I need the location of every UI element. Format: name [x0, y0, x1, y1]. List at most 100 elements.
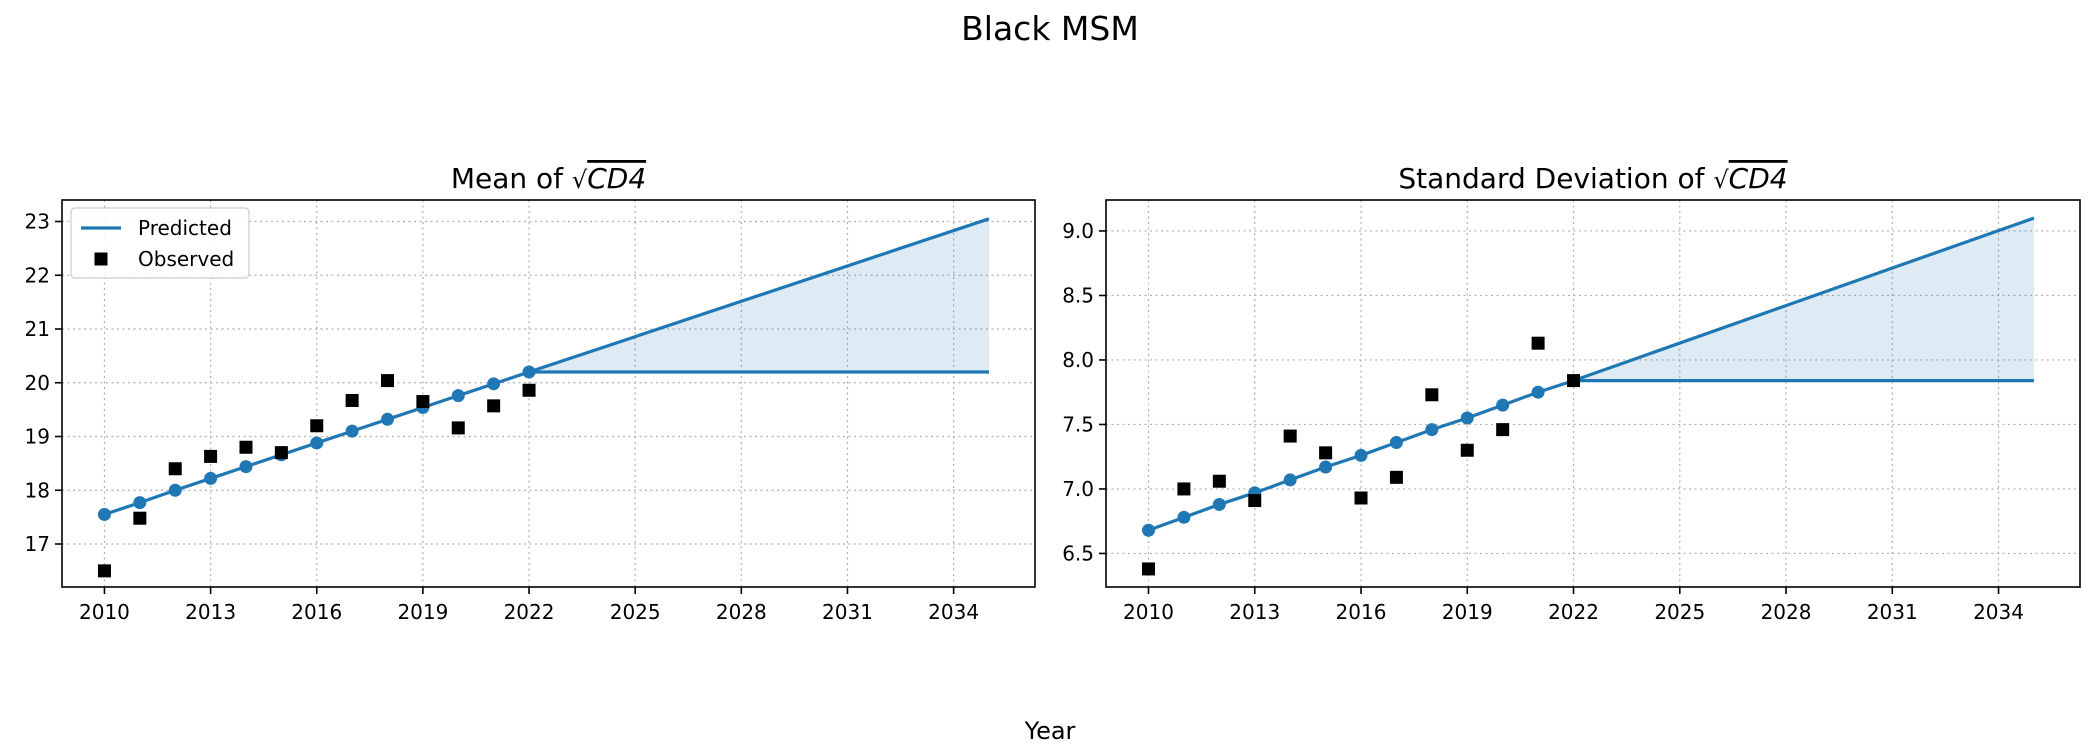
- panel-title: Mean of √CD4: [451, 162, 646, 195]
- observed-point: [1389, 470, 1403, 484]
- y-tick-label: 22: [25, 263, 50, 287]
- observed-point: [1460, 443, 1474, 457]
- observed-point: [1248, 494, 1262, 508]
- legend-label: Observed: [138, 247, 234, 271]
- std-chart: Standard Deviation of √CD4 2010 2013 2016 20…: [1062, 162, 2081, 624]
- x-tick-label: 2025: [610, 600, 661, 624]
- x-tick-label: 2010: [1123, 600, 1174, 624]
- observed-point: [1212, 474, 1226, 488]
- axes-frame: [1105, 199, 2081, 588]
- projection-upper-line: [528, 217, 990, 374]
- figure-title: Black MSM: [961, 9, 1139, 48]
- y-tick-label: 17: [25, 532, 50, 556]
- observed-point: [1496, 423, 1510, 437]
- sqrt-symbol: √: [572, 166, 588, 194]
- x-tick-label: 2022: [504, 600, 555, 624]
- predicted-point: [1354, 448, 1368, 462]
- observed-point: [168, 462, 182, 476]
- predicted-point: [1177, 510, 1191, 524]
- x-tick-label: 2022: [1548, 600, 1599, 624]
- predicted-point: [1389, 436, 1403, 450]
- legend-label: Predicted: [138, 216, 232, 240]
- predicted-point: [1531, 385, 1545, 399]
- predicted-point: [1425, 423, 1439, 437]
- observed-point: [1567, 374, 1581, 388]
- panel-title: Standard Deviation of √CD4: [1398, 162, 1787, 195]
- observed-point: [133, 511, 147, 525]
- x-tick-label: 2031: [822, 600, 873, 624]
- x-tick-label: 2010: [79, 600, 130, 624]
- y-tick-label: 23: [25, 210, 50, 234]
- observed-point: [97, 564, 111, 578]
- axes-frame: [61, 199, 1036, 588]
- observed-point: [274, 446, 288, 460]
- x-tick-label: 2013: [185, 600, 236, 624]
- sqrt-symbol: √: [1713, 166, 1729, 194]
- x-tick-label: 2016: [291, 600, 342, 624]
- x-tick-label: 2019: [1442, 600, 1493, 624]
- observed-point: [310, 419, 324, 433]
- predicted-point: [168, 483, 182, 497]
- y-tick-label: 8.5: [1062, 283, 1094, 307]
- observed-point: [1425, 388, 1439, 402]
- observed-point: [487, 399, 501, 413]
- observed-point: [522, 383, 536, 397]
- x-tick-label: 2025: [1654, 600, 1705, 624]
- y-tick-label: 21: [25, 317, 50, 341]
- predicted-point: [97, 507, 111, 521]
- legend: Predicted Observed: [70, 207, 250, 279]
- y-tick-label: 9.0: [1062, 219, 1094, 243]
- predicted-point: [381, 412, 395, 426]
- y-tick-label: 18: [25, 478, 50, 502]
- x-tick-label: 2028: [716, 600, 767, 624]
- observed-point: [1354, 491, 1368, 505]
- predicted-point: [133, 496, 147, 510]
- observed-point: [1531, 336, 1545, 350]
- predicted-point: [310, 436, 324, 450]
- x-tick-label: 2034: [928, 600, 979, 624]
- predicted-point: [239, 460, 253, 474]
- predicted-point: [345, 424, 359, 438]
- y-tick-label: 6.5: [1062, 541, 1094, 565]
- x-tick-label: 2019: [397, 600, 448, 624]
- observed-point: [204, 449, 218, 463]
- y-tick-label: 8.0: [1062, 348, 1094, 372]
- predicted-point: [1142, 523, 1156, 537]
- x-tick-label: 2034: [1973, 600, 2024, 624]
- legend-square-swatch: [94, 252, 108, 266]
- predicted-point: [487, 377, 501, 391]
- predicted-point: [522, 365, 536, 379]
- observed-point: [381, 374, 395, 388]
- x-tick-label: 2031: [1867, 600, 1918, 624]
- y-tick-label: 19: [25, 425, 50, 449]
- figure-xlabel: Year: [1024, 717, 1076, 745]
- legend-box: [70, 207, 250, 279]
- observed-point: [416, 395, 430, 409]
- panel-title-prefix: Standard Deviation of: [1398, 162, 1713, 195]
- y-tick-label: 20: [25, 371, 50, 395]
- panel-title-math: CD4: [587, 162, 646, 195]
- predicted-point: [1212, 497, 1226, 511]
- panel-title-prefix: Mean of: [451, 162, 572, 195]
- predicted-point: [204, 471, 218, 485]
- predicted-point: [451, 389, 465, 403]
- predicted-point: [1319, 460, 1333, 474]
- observed-point: [345, 393, 359, 407]
- observed-point: [1283, 429, 1297, 443]
- y-tick-label: 7.0: [1062, 477, 1094, 501]
- predicted-point: [1283, 473, 1297, 487]
- observed-point: [1177, 482, 1191, 496]
- panel-title-math: CD4: [1729, 162, 1788, 195]
- x-tick-label: 2016: [1336, 600, 1387, 624]
- predicted-point: [1460, 411, 1474, 425]
- observed-point: [1319, 446, 1333, 460]
- x-tick-label: 2028: [1761, 600, 1812, 624]
- projection-upper-line: [1572, 216, 2035, 383]
- observed-point: [451, 421, 465, 435]
- y-tick-label: 7.5: [1062, 412, 1094, 436]
- x-tick-label: 2013: [1229, 600, 1280, 624]
- observed-point: [239, 440, 253, 454]
- predicted-point: [1496, 398, 1510, 412]
